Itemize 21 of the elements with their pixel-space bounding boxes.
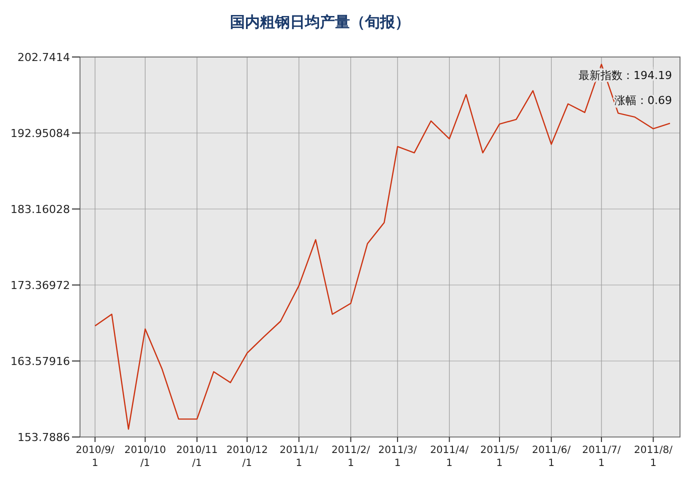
x-tick-label: 2010/10/1: [124, 445, 166, 469]
x-tick-label: 2010/11/1: [176, 445, 218, 469]
y-tick-label: 202.7414: [18, 50, 70, 64]
annotation: 涨幅：0.69: [614, 94, 672, 107]
line-series: [94, 64, 671, 430]
x-tick-label: 2011/8/1: [634, 445, 674, 469]
x-tick-label: 2011/1/1: [280, 445, 319, 469]
x-tick-label: 2011/4/1: [430, 445, 470, 469]
x-tick-label: 2011/5/1: [480, 445, 520, 469]
y-tick-label: 192.95084: [10, 126, 70, 140]
chart-title: 国内粗钢日均产量（旬报）: [230, 13, 410, 31]
x-tick-label: 2011/3/1: [378, 445, 418, 469]
y-tick-label: 173.36972: [10, 278, 70, 292]
x-tick-label: 2011/7/1: [582, 445, 622, 469]
y-tick-label: 183.16028: [10, 202, 70, 216]
x-tick-label: 2011/6/1: [532, 445, 572, 469]
x-tick-label: 2010/9/1: [76, 445, 115, 469]
y-tick-label: 163.57916: [10, 354, 70, 368]
y-tick-label: 153.7886: [18, 430, 70, 444]
x-tick-label: 2011/2/1: [331, 445, 371, 469]
x-tick-label: 2010/12/1: [226, 445, 268, 469]
